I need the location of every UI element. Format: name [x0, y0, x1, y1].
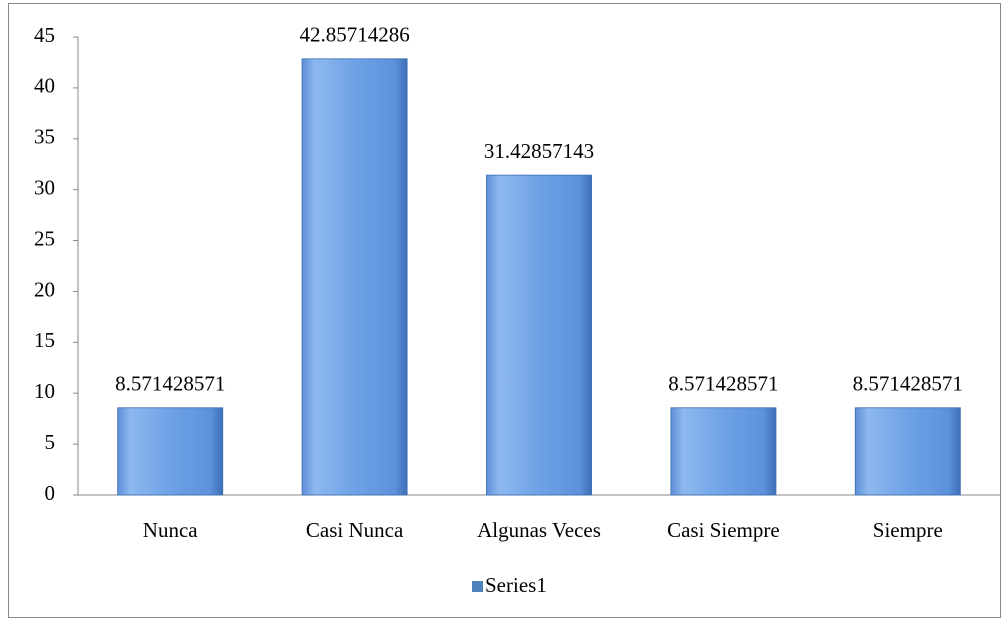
x-tick-label: Siempre [873, 518, 943, 542]
bar [854, 407, 961, 496]
data-label: 8.571428571 [115, 372, 225, 396]
data-label: 8.571428571 [853, 372, 963, 396]
x-tick-label: Casi Nunca [306, 518, 404, 542]
data-label: 31.42857143 [484, 139, 594, 163]
chart-border [8, 3, 1001, 618]
x-tick-label: Casi Siempre [667, 518, 780, 542]
data-label: 42.85714286 [299, 23, 409, 47]
bar [670, 407, 777, 496]
y-tick-label: 0 [45, 481, 56, 505]
bar [117, 407, 224, 496]
bar [301, 58, 408, 496]
y-tick-label: 45 [34, 23, 55, 47]
y-tick-label: 25 [34, 226, 55, 250]
y-tick-label: 10 [34, 379, 55, 403]
y-tick-label: 35 [34, 125, 55, 149]
y-tick-label: 15 [34, 328, 55, 352]
x-tick-label: Nunca [143, 518, 198, 542]
data-label: 8.571428571 [668, 372, 778, 396]
legend-label: Series1 [485, 573, 547, 597]
bar [486, 174, 592, 496]
x-tick-label: Algunas Veces [477, 518, 601, 542]
y-tick-label: 30 [34, 175, 55, 199]
y-tick-label: 20 [34, 277, 55, 301]
y-tick-label: 40 [34, 74, 55, 98]
legend-swatch [472, 581, 483, 592]
y-tick-label: 5 [45, 430, 56, 454]
